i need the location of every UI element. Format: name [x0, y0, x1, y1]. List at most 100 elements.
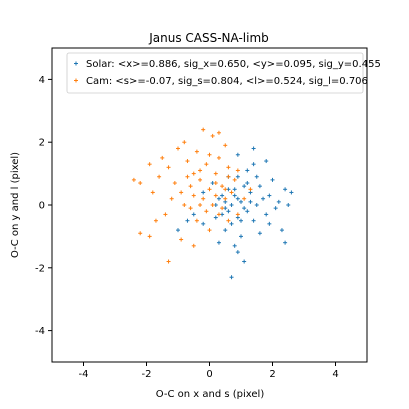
legend-marker-cam-symbol: [74, 78, 78, 83]
y-tick-label: 0: [39, 201, 45, 212]
solar-point: [239, 199, 243, 204]
cam-point: [207, 152, 212, 157]
cam-point: [235, 168, 240, 173]
solar-point: [185, 218, 190, 223]
solar-point: [251, 146, 256, 151]
legend-marker-solar-symbol: [74, 61, 78, 66]
cam-point: [191, 243, 196, 248]
solar-point: [239, 218, 243, 223]
legend: Solar: <x>=0.886, sig_x=0.650, <y>=0.095…: [66, 52, 381, 94]
cam-point: [204, 209, 209, 214]
cam-point: [194, 149, 199, 154]
solar-point: [242, 259, 247, 264]
cam-point: [220, 206, 225, 211]
legend-marker-cam: [74, 78, 78, 83]
cam-point: [131, 177, 136, 182]
solar-point: [264, 212, 269, 217]
cam-point: [207, 228, 212, 233]
cam-point: [210, 133, 215, 138]
solar-point: [242, 206, 247, 211]
solar-point: [254, 174, 259, 179]
cam-point: [213, 193, 218, 198]
x-axis: -4 -2 0 2 4: [79, 362, 339, 380]
cam-point: [163, 212, 168, 217]
solar-point: [261, 196, 266, 201]
cam-point: [147, 162, 152, 167]
solar-point: [201, 190, 206, 195]
solar-point: [257, 184, 262, 189]
y-tick-label: -2: [35, 263, 45, 274]
solar-point: [235, 174, 240, 179]
cam-point: [160, 155, 165, 160]
cam-point: [176, 146, 180, 151]
cam-point: [166, 165, 171, 170]
scatter-points: [131, 127, 294, 280]
cam-point: [229, 190, 234, 195]
solar-point: [254, 203, 259, 207]
cam-point: [213, 181, 218, 186]
chart-title: Janus CASS-NA-limb: [148, 31, 269, 45]
cam-point: [198, 203, 203, 207]
solar-point: [248, 199, 253, 204]
solar-point: [220, 193, 225, 198]
solar-point: [270, 177, 275, 182]
solar-point: [239, 234, 243, 239]
cam-point: [157, 174, 162, 179]
cam-point: [150, 190, 155, 195]
solar-point: [242, 184, 247, 189]
solar-point: [232, 187, 237, 192]
cam-point: [191, 171, 196, 176]
solar-point: [216, 240, 221, 245]
cam-point: [182, 203, 187, 207]
cam-point: [182, 140, 187, 145]
solar-point: [226, 209, 231, 214]
cam-point: [138, 181, 143, 186]
cam-point: [185, 159, 190, 164]
cam-point: [179, 190, 184, 195]
solar-point: [229, 221, 234, 226]
legend-label-cam: Cam: <s>=-0.07, sig_s=0.804, <l>=0.524, …: [86, 76, 368, 87]
x-tick-label: -2: [142, 369, 152, 380]
solar-point: [235, 250, 240, 255]
cam-point: [179, 237, 184, 242]
solar-point: [251, 162, 256, 167]
x-tick-label: 4: [332, 369, 338, 380]
solar-point: [267, 221, 272, 226]
cam-point: [223, 143, 228, 148]
cam-point: [198, 177, 203, 182]
solar-point: [279, 228, 284, 233]
cam-point: [213, 171, 218, 176]
cam-point: [223, 187, 228, 192]
solar-point: [283, 240, 288, 245]
solar-point: [276, 199, 281, 204]
cam-point: [153, 218, 158, 223]
solar-point: [229, 275, 234, 280]
y-axis: -4 -2 0 2 4: [35, 75, 52, 337]
solar-point: [257, 231, 262, 236]
solar-point: [245, 209, 250, 214]
cam-point: [138, 231, 143, 236]
solar-point: [229, 203, 234, 207]
legend-box: [66, 52, 364, 94]
cam-point: [169, 196, 174, 201]
solar-point: [232, 243, 237, 248]
cam-point: [216, 155, 221, 160]
solar-point: [201, 221, 206, 226]
solar-point: [245, 168, 250, 173]
solar-point: [213, 215, 218, 220]
cam-point: [220, 184, 225, 189]
solar-point: [283, 187, 288, 192]
cam-point: [235, 212, 240, 217]
cam-point: [232, 177, 237, 182]
cam-point: [207, 187, 212, 192]
y-tick-label: 4: [39, 75, 45, 86]
cam-point: [210, 203, 215, 207]
cam-point: [226, 218, 231, 223]
solar-point: [232, 193, 237, 198]
cam-point: [188, 206, 193, 211]
solar-point: [176, 228, 180, 233]
x-axis-label: O-C on x and s (pixel): [156, 389, 265, 400]
cam-point: [194, 218, 199, 223]
solar-point: [267, 193, 272, 198]
